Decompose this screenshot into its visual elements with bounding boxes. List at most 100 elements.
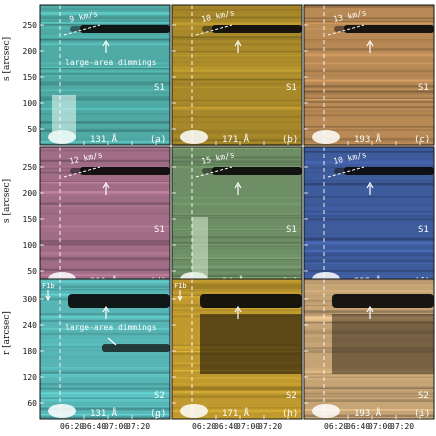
flare-brightening — [180, 130, 208, 144]
texture-streak — [172, 252, 302, 254]
dimming-band-edge — [70, 26, 84, 32]
texture-streak — [172, 156, 302, 159]
panel-tag: (a) — [150, 135, 166, 145]
texture-streak — [40, 338, 170, 342]
texture-streak — [40, 385, 170, 388]
dimming-band-edge — [70, 168, 84, 174]
texture-streak — [40, 38, 170, 41]
texture-streak — [304, 139, 434, 142]
texture-streak — [304, 212, 434, 215]
texture-streak — [40, 376, 170, 378]
texture-streak — [172, 121, 302, 123]
texture-streak — [172, 12, 302, 14]
speed-fit-line — [327, 24, 365, 36]
texture-streak — [40, 24, 170, 26]
panel-tag: (c) — [414, 135, 430, 145]
texture-streak — [304, 315, 434, 317]
texture-streak — [304, 181, 434, 184]
texture-streak — [172, 22, 302, 26]
y-axis-title: s [arcsec] — [2, 36, 12, 81]
texture-streak — [172, 383, 302, 386]
texture-streak — [172, 408, 302, 411]
texture-streak — [40, 268, 170, 271]
texture-streak — [304, 241, 434, 243]
texture-streak — [304, 270, 434, 272]
texture-streak — [172, 78, 302, 81]
texture-streak — [304, 333, 434, 335]
texture-streak — [40, 37, 170, 39]
texture-streak — [172, 110, 302, 113]
texture-streak — [304, 329, 434, 333]
texture-streak — [304, 322, 434, 324]
x-tick-label: 06:40 — [82, 422, 107, 431]
texture-streak — [172, 277, 302, 280]
texture-streak — [172, 241, 302, 245]
texture-streak — [172, 387, 302, 391]
texture-streak — [172, 36, 302, 38]
texture-streak — [304, 109, 434, 112]
dimming-band — [332, 294, 434, 308]
texture-streak — [172, 273, 302, 276]
texture-streak — [172, 129, 302, 133]
texture-streak — [304, 44, 434, 46]
texture-streak — [304, 377, 434, 380]
texture-streak — [172, 132, 302, 135]
texture-streak — [304, 375, 434, 378]
texture-streak — [304, 93, 434, 95]
texture-streak — [40, 243, 170, 246]
texture-streak — [304, 388, 434, 390]
texture-streak — [40, 328, 170, 331]
texture-streak — [304, 53, 434, 57]
slit-label: S2 — [418, 391, 429, 401]
texture-streak — [304, 20, 434, 23]
annotation-label: large-area dimmings — [65, 58, 157, 67]
slit-label: S2 — [286, 391, 297, 401]
texture-streak — [172, 115, 302, 118]
texture-streak — [40, 35, 170, 37]
texture-streak — [40, 121, 170, 124]
texture-streak — [304, 259, 434, 263]
texture-streak — [40, 74, 170, 77]
dimming-band-lower — [102, 344, 170, 352]
texture-streak — [172, 391, 302, 394]
dimming-band-edge — [202, 168, 216, 174]
texture-streak — [304, 206, 434, 210]
texture-streak — [40, 229, 170, 232]
texture-streak — [304, 250, 434, 252]
texture-streak — [40, 8, 170, 10]
texture-streak — [304, 99, 434, 101]
dimming-band — [344, 167, 434, 175]
texture-streak — [40, 332, 170, 336]
texture-streak — [40, 387, 170, 390]
texture-streak — [172, 202, 302, 205]
texture-streak — [172, 243, 302, 245]
y-tick-label: 60 — [27, 399, 37, 408]
texture-streak — [40, 330, 170, 333]
texture-streak — [40, 225, 170, 228]
texture-streak — [40, 273, 170, 277]
texture-streak — [40, 165, 170, 167]
y-tick-label: 100 — [22, 99, 37, 108]
texture-streak — [172, 40, 302, 42]
marker-label: F1b — [42, 282, 55, 290]
texture-streak — [304, 5, 434, 8]
texture-streak — [304, 187, 434, 190]
dimming-band — [68, 294, 170, 308]
texture-streak — [304, 254, 434, 257]
texture-streak — [172, 43, 302, 46]
y-tick-label: 180 — [22, 347, 37, 356]
texture-streak — [172, 147, 302, 149]
texture-streak — [304, 17, 434, 20]
texture-streak — [304, 22, 434, 25]
arrowhead-icon — [102, 181, 110, 189]
texture-streak — [40, 140, 170, 144]
texture-streak — [304, 386, 434, 389]
texture-streak — [172, 196, 302, 199]
texture-streak — [40, 285, 170, 288]
texture-streak — [40, 128, 170, 131]
panel-f: 10 km/sS1335 Å(f) — [303, 146, 435, 288]
panel-frame — [39, 278, 171, 420]
texture-streak — [304, 409, 434, 411]
